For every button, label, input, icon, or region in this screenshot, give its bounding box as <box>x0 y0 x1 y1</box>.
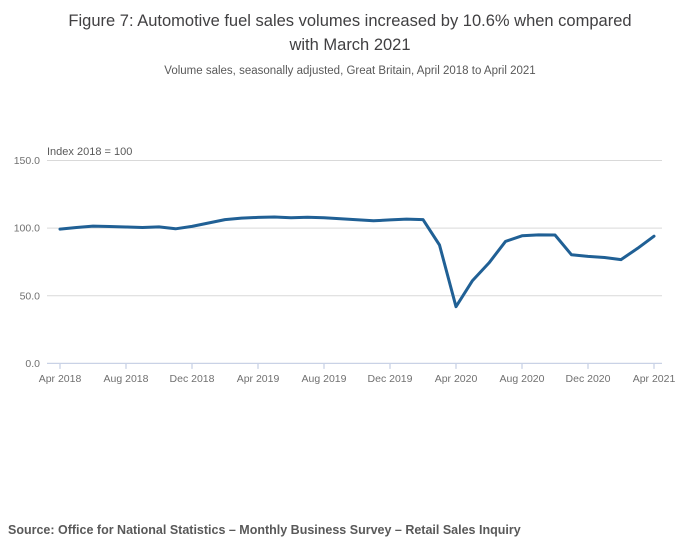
source-note: Source: Office for National Statistics –… <box>8 523 521 537</box>
x-axis-tick-label: Dec 2019 <box>368 373 413 385</box>
data-series-line <box>58 215 656 309</box>
figure-title: Figure 7: Automotive fuel sales volumes … <box>68 12 632 54</box>
y-axis-tick-label: 150.0 <box>14 155 40 167</box>
x-axis-tick-label: Dec 2020 <box>566 373 611 385</box>
x-axis-tick-label: Dec 2018 <box>170 373 215 385</box>
x-axis-tick-label: Apr 2018 <box>39 373 82 385</box>
chart-plot-area: 0.0 50.0 100.0 150.0 Index 2018 = 100 Apr 201… <box>14 146 676 385</box>
y-axis-tick-label: 0.0 <box>25 358 40 370</box>
y-axis-unit-label: Index 2018 = 100 <box>47 146 132 158</box>
x-axis-tick-label: Aug 2019 <box>302 373 347 385</box>
y-axis-tick-label: 50.0 <box>20 290 41 302</box>
x-axis-tick-label: Aug 2018 <box>104 373 149 385</box>
figure-subtitle: Volume sales, seasonally adjusted, Great… <box>164 64 536 77</box>
x-axis-tick-label: Apr 2019 <box>237 373 280 385</box>
line-chart: 0.0 50.0 100.0 150.0 Index 2018 = 100 Apr 201… <box>0 138 700 398</box>
x-axis-tick-label: Apr 2020 <box>435 373 478 385</box>
x-axis-tick-label: Aug 2020 <box>500 373 545 385</box>
y-axis-tick-label: 100.0 <box>14 223 40 235</box>
x-axis-tick-label: Apr 2021 <box>633 373 676 385</box>
